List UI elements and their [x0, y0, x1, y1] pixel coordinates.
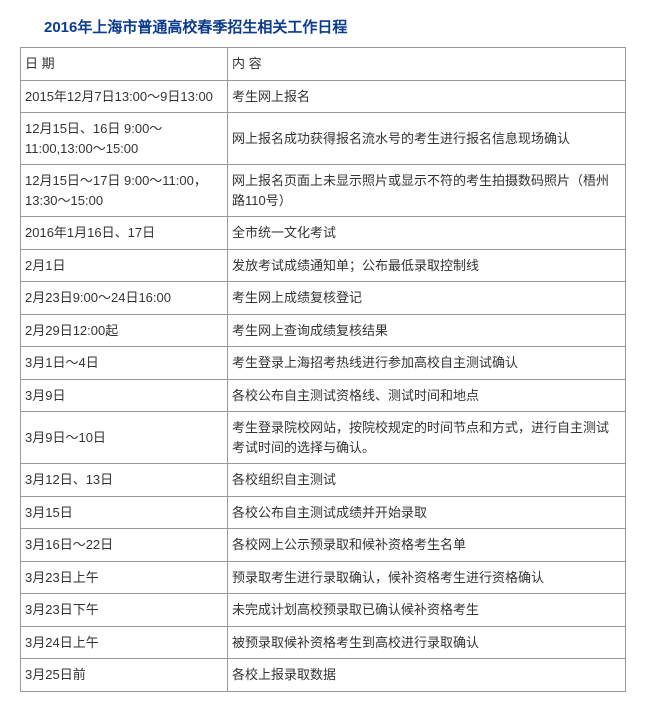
table-row: 3月9日～10日考生登录院校网站，按院校规定的时间节点和方式，进行自主测试考试时…	[21, 412, 626, 464]
table-row: 3月16日～22日各校网上公示预录取和候补资格考生名单	[21, 529, 626, 562]
cell-content: 考生网上报名	[228, 80, 626, 113]
cell-date: 2016年1月16日、17日	[21, 217, 228, 250]
table-row: 3月9日各校公布自主测试资格线、测试时间和地点	[21, 379, 626, 412]
header-date: 日 期	[21, 48, 228, 81]
cell-content: 网上报名成功获得报名流水号的考生进行报名信息现场确认	[228, 113, 626, 165]
cell-date: 3月9日～10日	[21, 412, 228, 464]
table-row: 2月1日发放考试成绩通知单；公布最低录取控制线	[21, 249, 626, 282]
cell-date: 3月16日～22日	[21, 529, 228, 562]
cell-date: 2月23日9:00～24日16:00	[21, 282, 228, 315]
cell-content: 被预录取候补资格考生到高校进行录取确认	[228, 626, 626, 659]
cell-content: 各校组织自主测试	[228, 464, 626, 497]
cell-date: 3月15日	[21, 496, 228, 529]
cell-date: 3月24日上午	[21, 626, 228, 659]
cell-date: 3月25日前	[21, 659, 228, 692]
table-row: 3月24日上午被预录取候补资格考生到高校进行录取确认	[21, 626, 626, 659]
cell-content: 各校公布自主测试资格线、测试时间和地点	[228, 379, 626, 412]
table-row: 12月15日～17日 9:00～11:00，13:30～15:00网上报名页面上…	[21, 165, 626, 217]
cell-date: 3月23日上午	[21, 561, 228, 594]
cell-content: 预录取考生进行录取确认，候补资格考生进行资格确认	[228, 561, 626, 594]
header-content: 内 容	[228, 48, 626, 81]
cell-content: 发放考试成绩通知单；公布最低录取控制线	[228, 249, 626, 282]
table-body: 日 期内 容2015年12月7日13:00～9日13:00考生网上报名12月15…	[21, 48, 626, 692]
table-row: 3月15日各校公布自主测试成绩并开始录取	[21, 496, 626, 529]
cell-date: 12月15日、16日 9:00～11:00,13:00～15:00	[21, 113, 228, 165]
cell-date: 3月1日～4日	[21, 347, 228, 380]
schedule-table: 日 期内 容2015年12月7日13:00～9日13:00考生网上报名12月15…	[20, 47, 626, 692]
table-header-row: 日 期内 容	[21, 48, 626, 81]
table-row: 3月23日下午未完成计划高校预录取已确认候补资格考生	[21, 594, 626, 627]
cell-date: 2月1日	[21, 249, 228, 282]
cell-content: 未完成计划高校预录取已确认候补资格考生	[228, 594, 626, 627]
table-row: 2015年12月7日13:00～9日13:00考生网上报名	[21, 80, 626, 113]
cell-content: 考生登录上海招考热线进行参加高校自主测试确认	[228, 347, 626, 380]
cell-content: 网上报名页面上未显示照片或显示不符的考生拍摄数码照片（梧州路110号）	[228, 165, 626, 217]
page-title: 2016年上海市普通高校春季招生相关工作日程	[20, 12, 627, 47]
cell-date: 2月29日12:00起	[21, 314, 228, 347]
cell-content: 考生登录院校网站，按院校规定的时间节点和方式，进行自主测试考试时间的选择与确认。	[228, 412, 626, 464]
cell-date: 12月15日～17日 9:00～11:00，13:30～15:00	[21, 165, 228, 217]
cell-date: 2015年12月7日13:00～9日13:00	[21, 80, 228, 113]
table-row: 3月1日～4日考生登录上海招考热线进行参加高校自主测试确认	[21, 347, 626, 380]
cell-date: 3月9日	[21, 379, 228, 412]
cell-content: 全市统一文化考试	[228, 217, 626, 250]
cell-content: 各校上报录取数据	[228, 659, 626, 692]
cell-content: 考生网上查询成绩复核结果	[228, 314, 626, 347]
table-row: 2月23日9:00～24日16:00考生网上成绩复核登记	[21, 282, 626, 315]
table-row: 2月29日12:00起考生网上查询成绩复核结果	[21, 314, 626, 347]
cell-content: 各校公布自主测试成绩并开始录取	[228, 496, 626, 529]
table-row: 2016年1月16日、17日全市统一文化考试	[21, 217, 626, 250]
table-row: 3月12日、13日各校组织自主测试	[21, 464, 626, 497]
cell-date: 3月23日下午	[21, 594, 228, 627]
table-row: 12月15日、16日 9:00～11:00,13:00～15:00网上报名成功获…	[21, 113, 626, 165]
table-row: 3月23日上午预录取考生进行录取确认，候补资格考生进行资格确认	[21, 561, 626, 594]
cell-content: 各校网上公示预录取和候补资格考生名单	[228, 529, 626, 562]
table-row: 3月25日前各校上报录取数据	[21, 659, 626, 692]
cell-content: 考生网上成绩复核登记	[228, 282, 626, 315]
cell-date: 3月12日、13日	[21, 464, 228, 497]
